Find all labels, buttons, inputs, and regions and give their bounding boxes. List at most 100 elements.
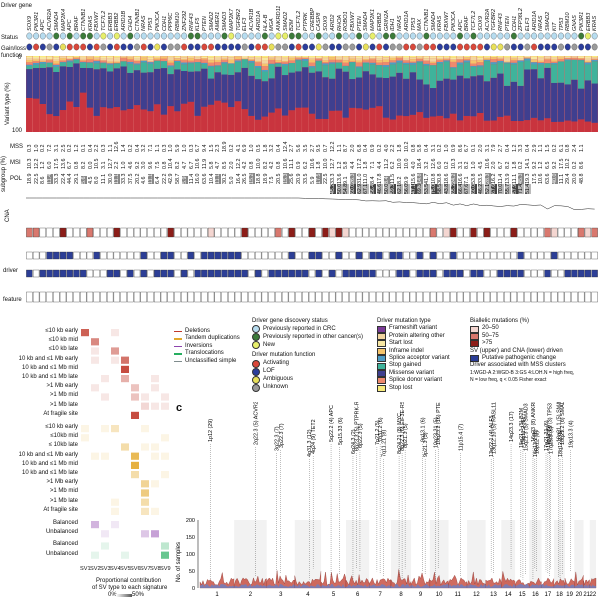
pol-value: 6.4 (154, 176, 161, 185)
stacked-bar-segment (578, 60, 585, 89)
pol-value: 18.6 (444, 173, 451, 185)
gene-label: ROBO1 (343, 11, 350, 31)
stacked-bar-segment (302, 60, 309, 68)
stacked-bar-segment (275, 56, 282, 58)
biallelic-cell (571, 227, 578, 238)
sv-heat-cell (151, 471, 159, 478)
chromosome-band (411, 520, 430, 588)
legend-item: Putative pathogenic change (470, 355, 600, 363)
sv-row-label: ≤10 kb mid (48, 337, 78, 344)
sv-legend-label: Deletions (185, 328, 211, 334)
driver-cell (517, 251, 524, 260)
pol-value: 8.2 (397, 176, 404, 185)
driver-cell (376, 251, 383, 260)
msi-value: 17.2 (356, 158, 363, 170)
biallelic-cell (26, 227, 33, 238)
stacked-bar-segment (93, 61, 100, 64)
stacked-bar-segment (403, 64, 410, 79)
status-circle (80, 32, 87, 40)
stacked-bar-segment (443, 57, 450, 59)
stacked-bar-segment (281, 63, 289, 66)
sv-heat-cell (121, 412, 129, 419)
highlight-value: 75.0 (430, 183, 437, 194)
stacked-bar-segment (490, 64, 497, 78)
biallelic-cell (504, 227, 511, 238)
chromosome-area (429, 572, 449, 589)
stacked-bar-segment (557, 57, 565, 60)
stacked-bar-segment (302, 59, 309, 61)
stacked-bar-segment (376, 77, 383, 107)
status-circle (403, 32, 410, 40)
driver-cell (86, 251, 94, 260)
sv-heat-cell (91, 530, 99, 537)
stacked-bar-segment (497, 73, 504, 117)
stacked-bar-segment (228, 74, 235, 108)
biallelic-cell (201, 227, 208, 238)
highlight-value: 46.6 (376, 183, 383, 194)
sv-heat-cell (91, 443, 99, 450)
stacked-bar-segment (234, 72, 242, 102)
function-circle (342, 43, 349, 51)
driver-cell (537, 269, 544, 278)
status-circle (410, 32, 416, 40)
chromosome-band (564, 520, 575, 588)
sv-row-labels: ≤10 kb early ≤10 kb mid ≤10 kb late 10 kb a… (0, 328, 80, 568)
sv-heat-cell (161, 551, 169, 559)
sv-heat-cell (81, 508, 89, 515)
stacked-bar-segment (470, 56, 477, 61)
stacked-bar-segment (261, 63, 269, 67)
biallelic-cell (140, 227, 147, 238)
sv-heat-cell (101, 521, 109, 528)
feature-cell (571, 291, 578, 303)
stacked-bar-segment (234, 101, 242, 132)
status-circle (497, 32, 504, 40)
hotspot-annotation: 15q11.2 (6) (521, 418, 527, 445)
msi-value: 4.0 (410, 161, 417, 170)
highlight-value: 50.0 (383, 183, 390, 194)
sv-heat-cell (141, 530, 149, 538)
mss-value: 3.2 (141, 144, 148, 153)
sv-row-label: >1 Mb late (49, 497, 78, 504)
legend-swatch (470, 325, 479, 333)
chromosome-label: 22 (590, 592, 597, 598)
sv-heat-cell (81, 329, 89, 337)
stacked-bar-segment (564, 56, 571, 57)
stacked-bar-segment (39, 61, 46, 64)
driver-cell (470, 251, 477, 260)
stacked-bar-segment (194, 56, 201, 58)
mss-value: 8.6 (457, 144, 464, 153)
pol-value: 5.9 (181, 176, 188, 184)
stacked-bar-segment (497, 57, 504, 59)
function-circle (187, 43, 194, 51)
driver-cell (241, 269, 248, 278)
stacked-bar-segment (584, 58, 592, 61)
gene-label-row: SOX9 PIK3R1 APC ACVR2A SMAD4 MAP2K4 APC BRAF CTN… (0, 0, 600, 32)
feature-cell (396, 291, 403, 303)
sv-heat-cell (161, 489, 169, 496)
hotspot-annotation: 8q24.21 (8) MYC (397, 413, 403, 454)
feature-cell (456, 291, 464, 303)
stacked-bar-segment (39, 63, 46, 68)
stacked-bar-segment (376, 106, 383, 132)
hotspot-annotation: 5p15.33 (6) (338, 417, 344, 445)
driver-cell (389, 269, 396, 278)
stacked-bar-segment (308, 72, 316, 114)
stacked-bar-segment (584, 80, 592, 122)
biallelic-cell (382, 227, 390, 238)
chromosome-area-secondary (515, 583, 530, 588)
legend-swatch (252, 375, 260, 384)
sv-heat-cell (141, 375, 149, 382)
sv-heat-cell (161, 393, 169, 401)
driver-cell (362, 251, 369, 260)
sv-heat-cell (111, 434, 119, 441)
function-circle (154, 43, 161, 51)
driver-cell (46, 251, 53, 260)
legend-item: Frameshift variant (377, 325, 467, 333)
stacked-bar-segment (147, 111, 154, 132)
stacked-bar-segment (174, 111, 181, 132)
highlight-value: 58.5 (437, 183, 444, 194)
stacked-bar-segment (450, 113, 457, 132)
legend-label: Inframe indel (389, 347, 424, 354)
mss-value: 7.9 (491, 144, 498, 153)
stacked-bar-segment (443, 78, 450, 119)
